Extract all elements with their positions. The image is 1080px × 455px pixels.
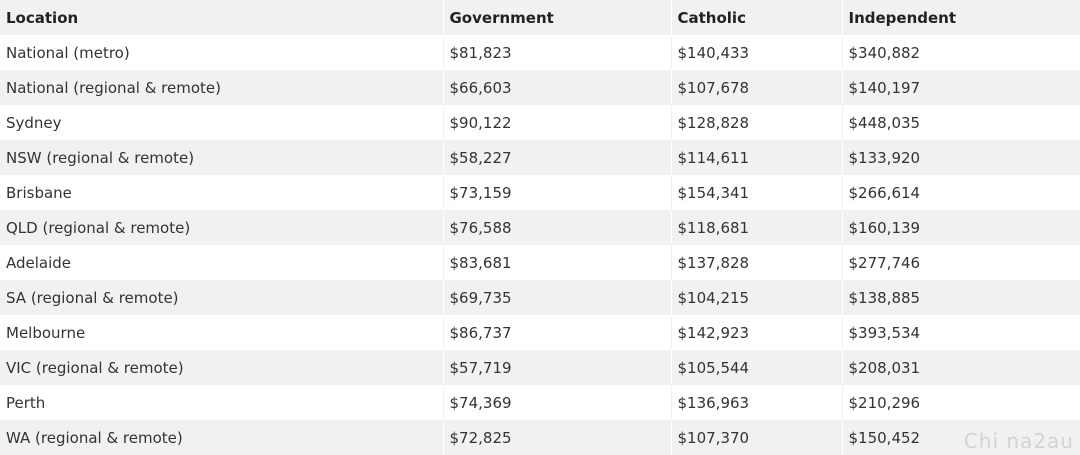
independent-cell: $393,534 [842, 315, 1080, 350]
catholic-cell: $137,828 [671, 245, 843, 280]
government-cell: $58,227 [443, 140, 672, 175]
location-cell: NSW (regional & remote) [0, 140, 444, 175]
location-cell: Melbourne [0, 315, 444, 350]
location-cell: National (metro) [0, 35, 444, 70]
table-row: National (metro) $81,823 $140,433 $340,8… [0, 35, 1080, 70]
government-cell: $69,735 [443, 280, 672, 315]
catholic-cell: $140,433 [671, 35, 843, 70]
independent-cell: $160,139 [842, 210, 1080, 245]
catholic-cell: $128,828 [671, 105, 843, 140]
table-row: Melbourne $86,737 $142,923 $393,534 [0, 315, 1080, 350]
location-cell: Perth [0, 385, 444, 420]
government-cell: $74,369 [443, 385, 672, 420]
location-cell: Adelaide [0, 245, 444, 280]
location-cell: VIC (regional & remote) [0, 350, 444, 385]
government-cell: $72,825 [443, 420, 672, 455]
table-row: Brisbane $73,159 $154,341 $266,614 [0, 175, 1080, 210]
independent-cell: $138,885 [842, 280, 1080, 315]
catholic-cell: $104,215 [671, 280, 843, 315]
government-cell: $57,719 [443, 350, 672, 385]
catholic-cell: $118,681 [671, 210, 843, 245]
location-cell: QLD (regional & remote) [0, 210, 444, 245]
independent-cell: $208,031 [842, 350, 1080, 385]
catholic-cell: $107,370 [671, 420, 843, 455]
independent-cell: $140,197 [842, 70, 1080, 105]
catholic-cell: $136,963 [671, 385, 843, 420]
table-row: National (regional & remote) $66,603 $10… [0, 70, 1080, 105]
table-row: Sydney $90,122 $128,828 $448,035 [0, 105, 1080, 140]
table-row: QLD (regional & remote) $76,588 $118,681… [0, 210, 1080, 245]
independent-cell: $210,296 [842, 385, 1080, 420]
location-cell: WA (regional & remote) [0, 420, 444, 455]
column-header-government: Government [443, 0, 672, 35]
independent-cell: $340,882 [842, 35, 1080, 70]
independent-cell: $266,614 [842, 175, 1080, 210]
catholic-cell: $142,923 [671, 315, 843, 350]
government-cell: $66,603 [443, 70, 672, 105]
government-cell: $81,823 [443, 35, 672, 70]
independent-cell: $133,920 [842, 140, 1080, 175]
table-row: Perth $74,369 $136,963 $210,296 [0, 385, 1080, 420]
table-header-row: Location Government Catholic Independent [0, 0, 1080, 35]
government-cell: $83,681 [443, 245, 672, 280]
column-header-independent: Independent [842, 0, 1080, 35]
catholic-cell: $105,544 [671, 350, 843, 385]
table-row: NSW (regional & remote) $58,227 $114,611… [0, 140, 1080, 175]
government-cell: $90,122 [443, 105, 672, 140]
independent-cell: $448,035 [842, 105, 1080, 140]
location-cell: National (regional & remote) [0, 70, 444, 105]
watermark-text: Chi na2au [963, 429, 1074, 453]
catholic-cell: $154,341 [671, 175, 843, 210]
table-body: National (metro) $81,823 $140,433 $340,8… [0, 35, 1080, 455]
catholic-cell: $114,611 [671, 140, 843, 175]
table-row: SA (regional & remote) $69,735 $104,215 … [0, 280, 1080, 315]
table-row: WA (regional & remote) $72,825 $107,370 … [0, 420, 1080, 455]
table-row: VIC (regional & remote) $57,719 $105,544… [0, 350, 1080, 385]
government-cell: $76,588 [443, 210, 672, 245]
column-header-catholic: Catholic [671, 0, 843, 35]
column-header-location: Location [0, 0, 444, 35]
location-cell: Brisbane [0, 175, 444, 210]
table-row: Adelaide $83,681 $137,828 $277,746 [0, 245, 1080, 280]
catholic-cell: $107,678 [671, 70, 843, 105]
independent-cell: $150,452 [842, 420, 1080, 455]
independent-cell: $277,746 [842, 245, 1080, 280]
location-cell: SA (regional & remote) [0, 280, 444, 315]
government-cell: $73,159 [443, 175, 672, 210]
government-cell: $86,737 [443, 315, 672, 350]
location-cell: Sydney [0, 105, 444, 140]
